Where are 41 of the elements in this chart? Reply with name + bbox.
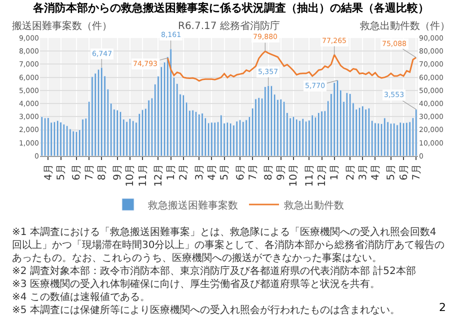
x-tick-label: 1月	[330, 164, 341, 180]
x-tick-label: 10月	[125, 164, 136, 187]
x-tick-label: 8月	[264, 164, 275, 180]
x-tick-label: 6月	[72, 164, 83, 180]
x-tick-label: 5月	[386, 164, 398, 180]
x-tick-label: 4月	[43, 164, 54, 180]
y-axis-title: 搬送困難事案数（件）	[12, 20, 112, 32]
text: ※2 調査対象本部：政令市消防本部、東京消防庁及び各都道府県の代表消防本部 計52本部	[12, 265, 416, 277]
text: ※5 本調査には保健所等により医療機関への受入れ照会が行われたものは含まれない。	[12, 304, 400, 316]
chart-title: 各消防本部からの救急搬送困難事案に係る状況調査（抽出）の結果（各週比較）	[32, 2, 429, 15]
x-tick-label: 10月	[288, 164, 300, 187]
x-tick-label: 3月	[358, 164, 369, 180]
y2-axis-title: 救急出動件数（件）	[359, 20, 450, 32]
text: ※3 医療機関の受入れ体制確保に向け、厚生労働省及び都道府県等と状況を共有。	[12, 278, 380, 290]
legend-label: 救急搬送困難事案数	[147, 199, 238, 212]
x-tick-label: 12月	[153, 164, 164, 187]
x-tick-label: 3月	[194, 164, 206, 180]
x-tick-label: 4月	[370, 164, 382, 180]
text: ※4 この数値は速報値である。	[12, 291, 150, 303]
text: ※1 本調査における「救急搬送困難事案」とは、救急隊による「医療機関への受入れ照会回数4回以上」かつ「現場滞在時間30分以上」の事案として、各消防本部から総務省消防庁あて報告のあったもの。なお、これらのうち、医療機関への搬送ができなかった事案はない。	[12, 226, 445, 264]
x-tick-label: 8月	[96, 164, 108, 180]
x-tick-label: 6月	[398, 164, 410, 180]
x-tick-label: 7月	[248, 164, 259, 180]
x-tick-label: 11月	[138, 164, 149, 187]
x-tick-label: 4月	[206, 164, 218, 180]
x-tick-label: 7月	[84, 164, 96, 180]
x-tick-label: 2月	[178, 164, 190, 180]
x-tick-label: 9月	[112, 164, 124, 180]
x-tick-label: 1月	[166, 164, 178, 180]
text: 2	[439, 301, 446, 314]
x-tick-label: 7月	[411, 164, 422, 180]
line-series	[166, 50, 417, 82]
x-tick-label: 12月	[317, 164, 328, 187]
x-tick-label: 11月	[304, 164, 316, 187]
x-tick-label: 6月	[235, 164, 246, 180]
x-tick-label: 9月	[276, 164, 288, 180]
x-tick-label: 5月	[220, 164, 231, 180]
x-tick-label: 5月	[56, 164, 68, 180]
chart-subtitle: R6.7.17 総務省消防庁	[178, 20, 280, 32]
legend-label: 救急出動件数	[283, 199, 344, 212]
x-tick-label: 2月	[345, 164, 356, 180]
